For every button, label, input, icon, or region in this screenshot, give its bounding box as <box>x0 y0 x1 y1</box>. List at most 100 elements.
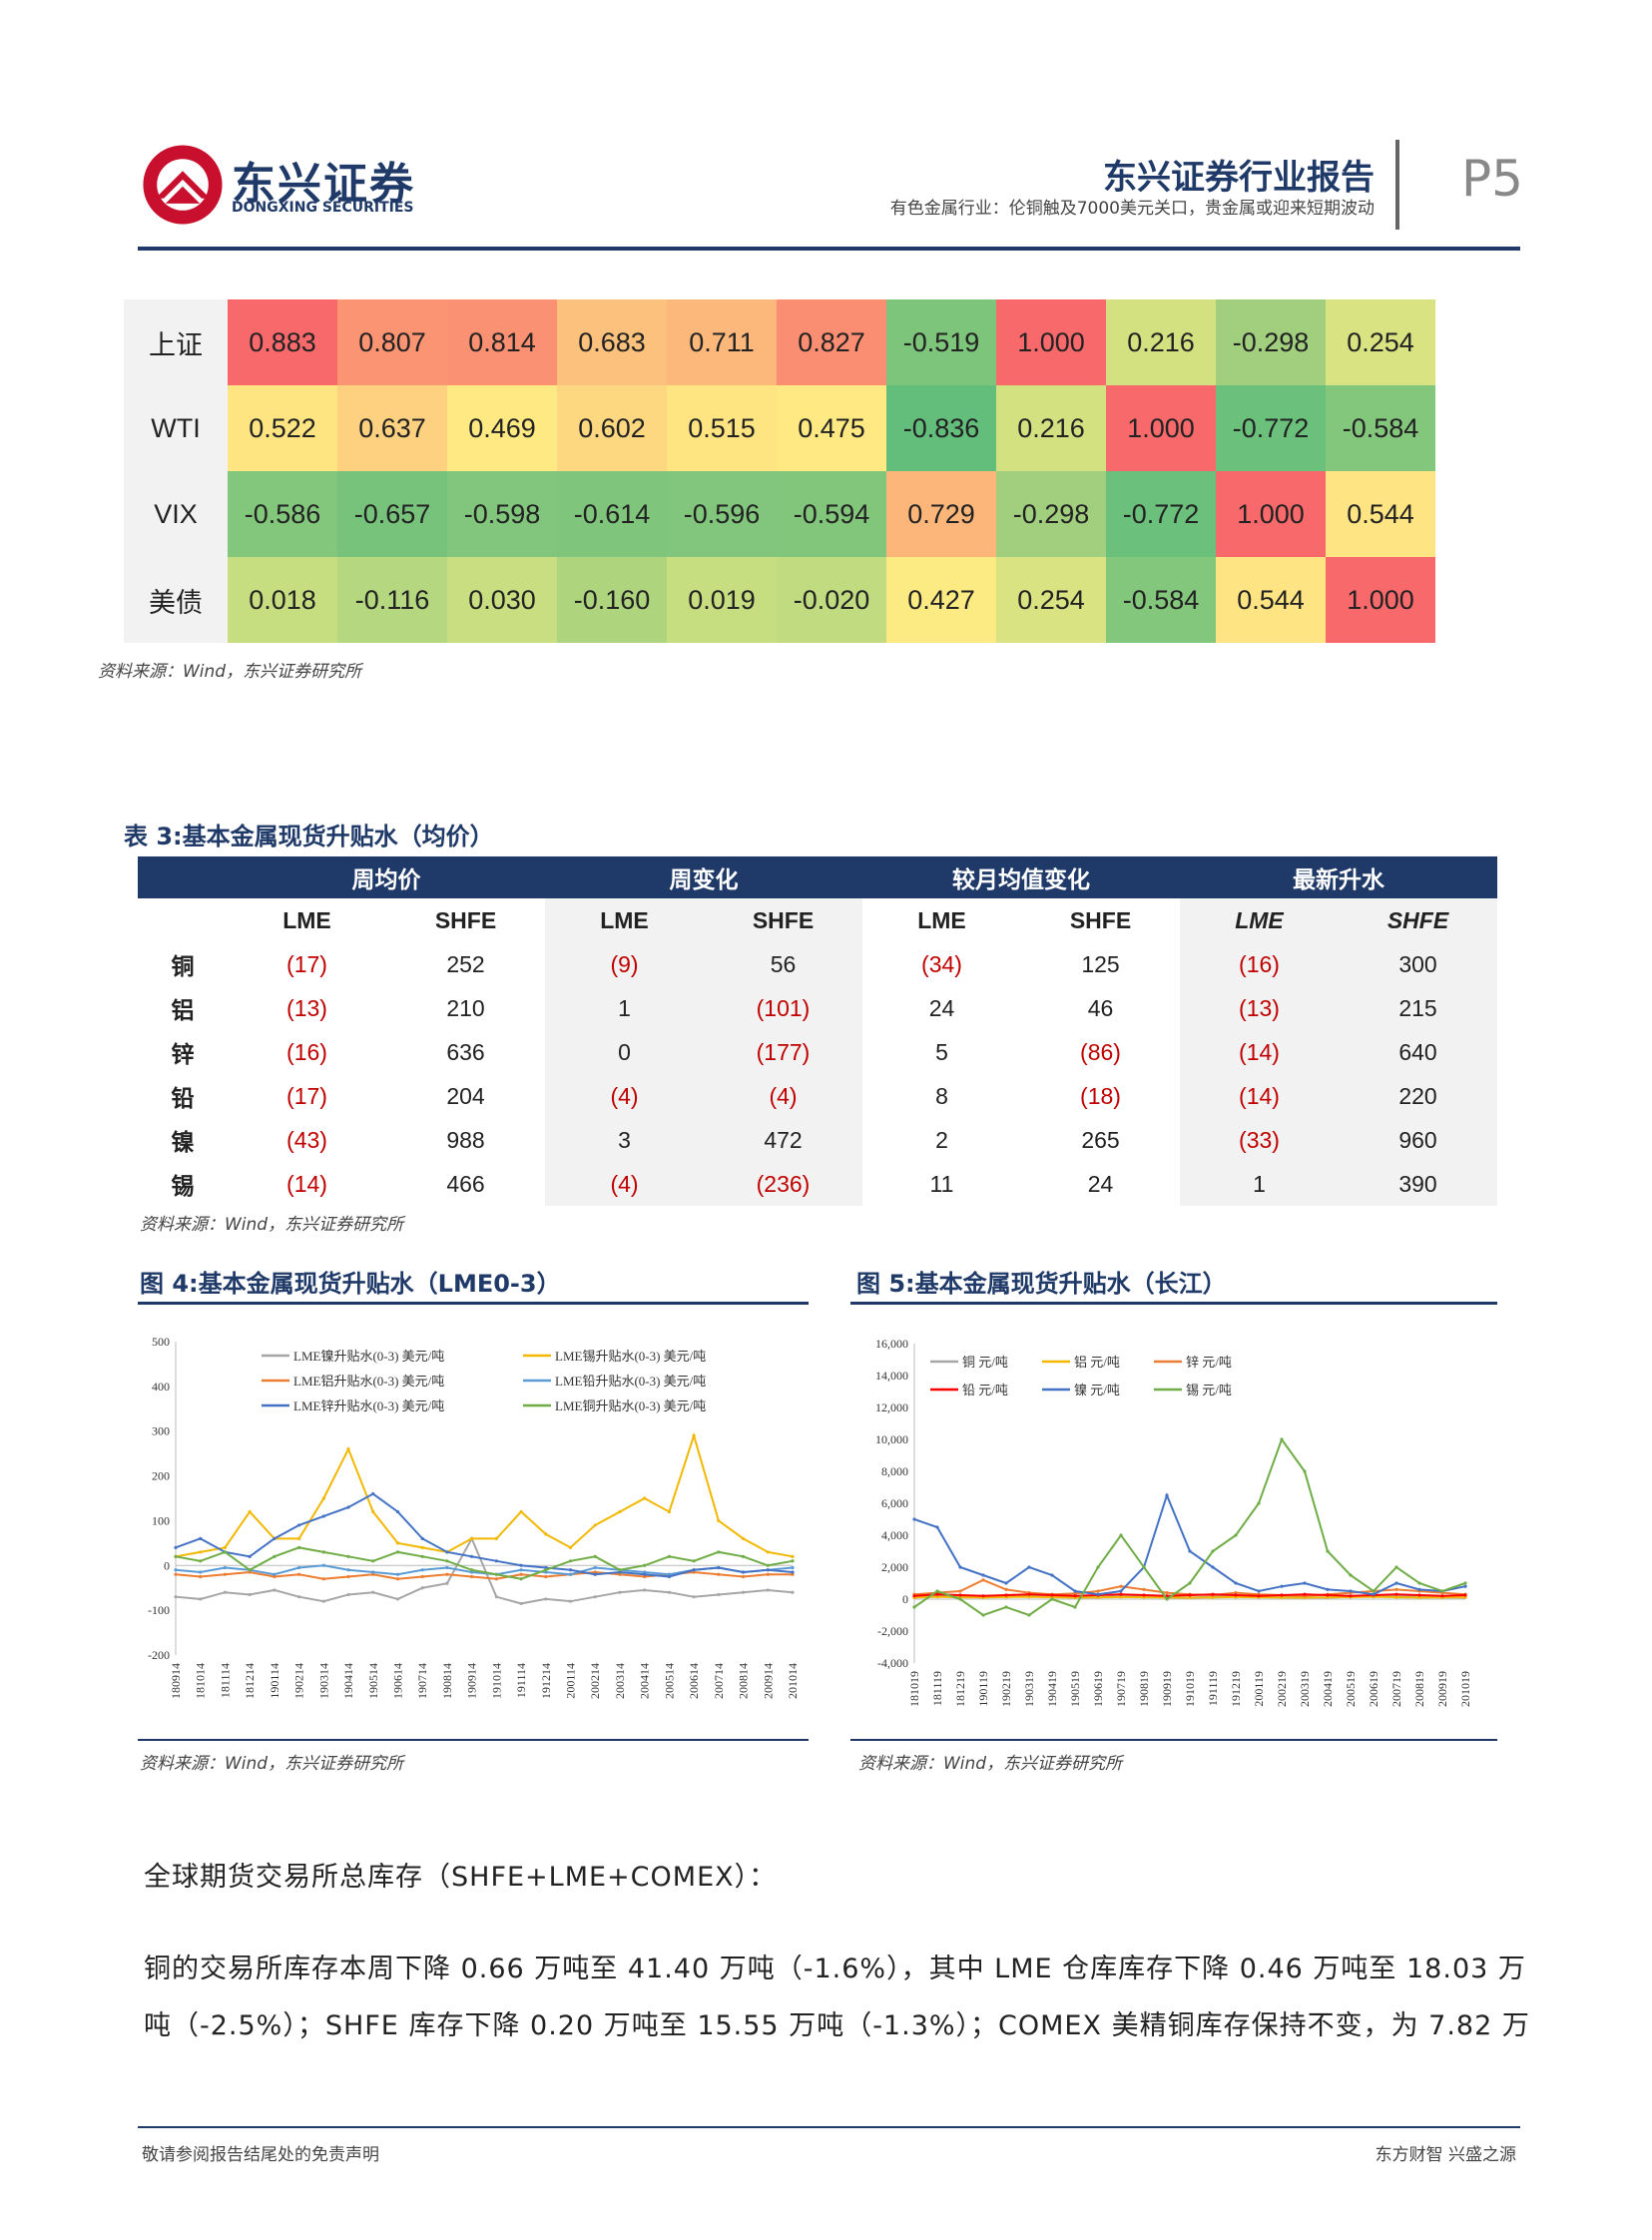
matrix-cell: 1.000 <box>1106 385 1216 471</box>
data-point <box>494 1577 498 1581</box>
data-point <box>273 1588 276 1592</box>
report-title: 东兴证券行业报告 <box>1103 158 1375 198</box>
table-cell: 640 <box>1339 1030 1497 1074</box>
data-point <box>618 1509 622 1514</box>
data-point <box>223 1572 228 1576</box>
matrix-cell: 0.637 <box>337 385 447 471</box>
data-point <box>321 1550 325 1554</box>
x-tick-label: 200619 <box>1367 1671 1380 1707</box>
x-tick-label: 181214 <box>243 1663 257 1699</box>
x-tick-label: 191219 <box>1229 1671 1243 1707</box>
data-point <box>174 1545 178 1549</box>
fig4-source: 资料来源：Wind，东兴证券研究所 <box>140 1754 404 1774</box>
x-tick-label: 190414 <box>341 1663 355 1699</box>
logo-subtext: DONGXING SECURITIES <box>232 200 414 216</box>
table-cell: 1 <box>545 986 704 1030</box>
data-point <box>766 1568 770 1572</box>
data-point <box>593 1595 597 1599</box>
data-point <box>912 1517 916 1521</box>
matrix-cell: 0.254 <box>1326 299 1435 385</box>
matrix-row-label: 美债 <box>124 557 228 643</box>
matrix-cell: 0.427 <box>886 557 996 643</box>
x-tick-label: 190419 <box>1045 1671 1059 1707</box>
matrix-row-label: VIX <box>124 471 228 557</box>
data-point <box>1096 1589 1100 1593</box>
fig5-source: 资料来源：Wind，东兴证券研究所 <box>858 1754 1123 1774</box>
table-cell: 8 <box>935 1082 948 1109</box>
matrix-cell: 0.729 <box>886 471 996 557</box>
y-tick-label: 0 <box>902 1592 908 1606</box>
data-point <box>297 1523 301 1527</box>
data-point <box>445 1581 449 1585</box>
y-tick-label: 200 <box>152 1469 170 1483</box>
table-row: 镍 (43) 988 3 472 2 265 (33) 960 <box>138 1118 1497 1162</box>
data-point <box>445 1550 449 1554</box>
data-point <box>470 1568 474 1572</box>
table-cell: 215 <box>1339 986 1497 1030</box>
data-point <box>1234 1591 1238 1595</box>
data-point <box>494 1572 498 1576</box>
data-point <box>1050 1597 1054 1601</box>
legend-label: 锡 元/吨 <box>1186 1383 1232 1398</box>
data-point <box>1188 1595 1192 1600</box>
x-tick-label: 200314 <box>613 1663 627 1699</box>
x-tick-label: 200514 <box>662 1663 676 1699</box>
data-point <box>1073 1589 1077 1593</box>
data-point <box>223 1550 228 1554</box>
data-point <box>1394 1587 1398 1591</box>
data-point <box>717 1518 721 1523</box>
data-point <box>1211 1592 1215 1596</box>
data-point <box>199 1570 203 1574</box>
matrix-cell: -0.584 <box>1326 385 1435 471</box>
data-point <box>1188 1581 1192 1585</box>
series-line <box>175 1571 793 1580</box>
table-cell: 636 <box>446 1038 485 1065</box>
data-point <box>912 1605 916 1609</box>
data-point <box>395 1509 400 1514</box>
x-tick-label: 200214 <box>588 1663 602 1699</box>
data-point <box>273 1554 276 1558</box>
table-row: 锡 (14) 466 (4) (236) 11 24 1 390 <box>138 1162 1497 1206</box>
data-point <box>618 1572 622 1576</box>
x-tick-label: 190714 <box>415 1663 429 1699</box>
data-point <box>958 1597 962 1601</box>
data-point <box>935 1595 939 1599</box>
logo-icon <box>143 145 223 225</box>
x-tick-label: 200414 <box>638 1663 652 1699</box>
data-point <box>297 1572 301 1576</box>
matrix-cell: -0.519 <box>886 299 996 385</box>
series-line <box>175 1492 794 1578</box>
data-point <box>371 1559 375 1563</box>
data-point <box>766 1588 770 1592</box>
table-cell: (4) <box>545 1074 704 1118</box>
y-tick-label: 400 <box>152 1380 170 1394</box>
table-cell: 24 <box>928 994 955 1021</box>
table-cell: (17) <box>286 950 327 977</box>
inventory-line-1: 铜的交易所库存本周下降 0.66 万吨至 41.40 万吨（-1.6%），其中 … <box>144 1954 1526 1984</box>
data-point <box>643 1574 647 1579</box>
column-header: LME <box>545 898 704 942</box>
data-point <box>1073 1605 1077 1609</box>
x-tick-label: 190619 <box>1091 1671 1105 1707</box>
data-point <box>791 1559 795 1563</box>
table-cell: 210 <box>446 994 485 1021</box>
data-point <box>445 1572 449 1576</box>
data-point <box>1050 1573 1054 1577</box>
data-point <box>346 1447 350 1451</box>
data-point <box>1027 1613 1031 1617</box>
data-point <box>1280 1437 1284 1441</box>
fig4-bottom-rule <box>138 1739 809 1741</box>
matrix-cell: -0.160 <box>557 557 667 643</box>
table-cell: 0 <box>545 1030 704 1074</box>
y-tick-label: 16,000 <box>875 1337 908 1351</box>
matrix-cell: 0.814 <box>447 299 557 385</box>
data-point <box>1211 1595 1215 1599</box>
legend-label: LME铅升贴水(0-3) 美元/吨 <box>555 1374 706 1389</box>
data-point <box>519 1563 523 1567</box>
table-cell: 220 <box>1339 1074 1497 1118</box>
matrix-cell: 0.216 <box>1106 299 1216 385</box>
legend-label: 铜 元/吨 <box>962 1355 1008 1370</box>
fig4-title: 图 4:基本金属现货升贴水（LME0-3） <box>140 1270 561 1298</box>
matrix-cell: -0.116 <box>337 557 447 643</box>
